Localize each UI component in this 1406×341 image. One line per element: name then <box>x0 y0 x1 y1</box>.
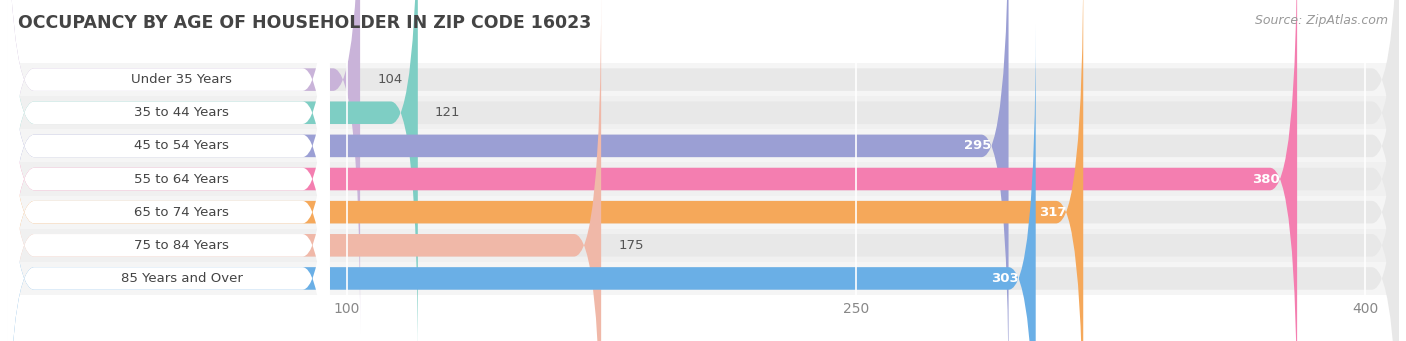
Bar <box>7 129 1399 162</box>
FancyBboxPatch shape <box>7 0 1298 341</box>
Text: 55 to 64 Years: 55 to 64 Years <box>135 173 229 186</box>
Bar <box>7 96 1399 129</box>
FancyBboxPatch shape <box>7 0 1399 341</box>
FancyBboxPatch shape <box>7 0 360 333</box>
Text: Under 35 Years: Under 35 Years <box>131 73 232 86</box>
FancyBboxPatch shape <box>7 0 329 341</box>
FancyBboxPatch shape <box>7 0 1399 341</box>
FancyBboxPatch shape <box>7 0 1399 333</box>
Text: 380: 380 <box>1253 173 1279 186</box>
Text: 121: 121 <box>434 106 460 119</box>
FancyBboxPatch shape <box>7 0 329 333</box>
Text: OCCUPANCY BY AGE OF HOUSEHOLDER IN ZIP CODE 16023: OCCUPANCY BY AGE OF HOUSEHOLDER IN ZIP C… <box>18 14 592 32</box>
Text: 317: 317 <box>1039 206 1066 219</box>
FancyBboxPatch shape <box>7 0 329 341</box>
Text: 65 to 74 Years: 65 to 74 Years <box>135 206 229 219</box>
Bar <box>7 262 1399 295</box>
Text: 75 to 84 Years: 75 to 84 Years <box>135 239 229 252</box>
FancyBboxPatch shape <box>7 0 1399 341</box>
Bar <box>7 196 1399 229</box>
FancyBboxPatch shape <box>7 25 329 341</box>
Bar <box>7 162 1399 196</box>
FancyBboxPatch shape <box>7 0 329 341</box>
Text: 85 Years and Over: 85 Years and Over <box>121 272 243 285</box>
FancyBboxPatch shape <box>7 0 418 341</box>
FancyBboxPatch shape <box>7 0 1399 341</box>
FancyBboxPatch shape <box>7 0 602 341</box>
FancyBboxPatch shape <box>7 0 1399 341</box>
Text: 295: 295 <box>965 139 991 152</box>
FancyBboxPatch shape <box>7 25 1036 341</box>
FancyBboxPatch shape <box>7 25 1399 341</box>
Bar <box>7 63 1399 96</box>
FancyBboxPatch shape <box>7 0 329 341</box>
Text: 303: 303 <box>991 272 1019 285</box>
Text: 175: 175 <box>619 239 644 252</box>
Bar <box>7 229 1399 262</box>
Text: 45 to 54 Years: 45 to 54 Years <box>135 139 229 152</box>
FancyBboxPatch shape <box>7 0 1008 341</box>
FancyBboxPatch shape <box>7 0 1083 341</box>
FancyBboxPatch shape <box>7 0 329 341</box>
Text: 35 to 44 Years: 35 to 44 Years <box>135 106 229 119</box>
Text: 104: 104 <box>377 73 402 86</box>
Text: Source: ZipAtlas.com: Source: ZipAtlas.com <box>1254 14 1388 27</box>
